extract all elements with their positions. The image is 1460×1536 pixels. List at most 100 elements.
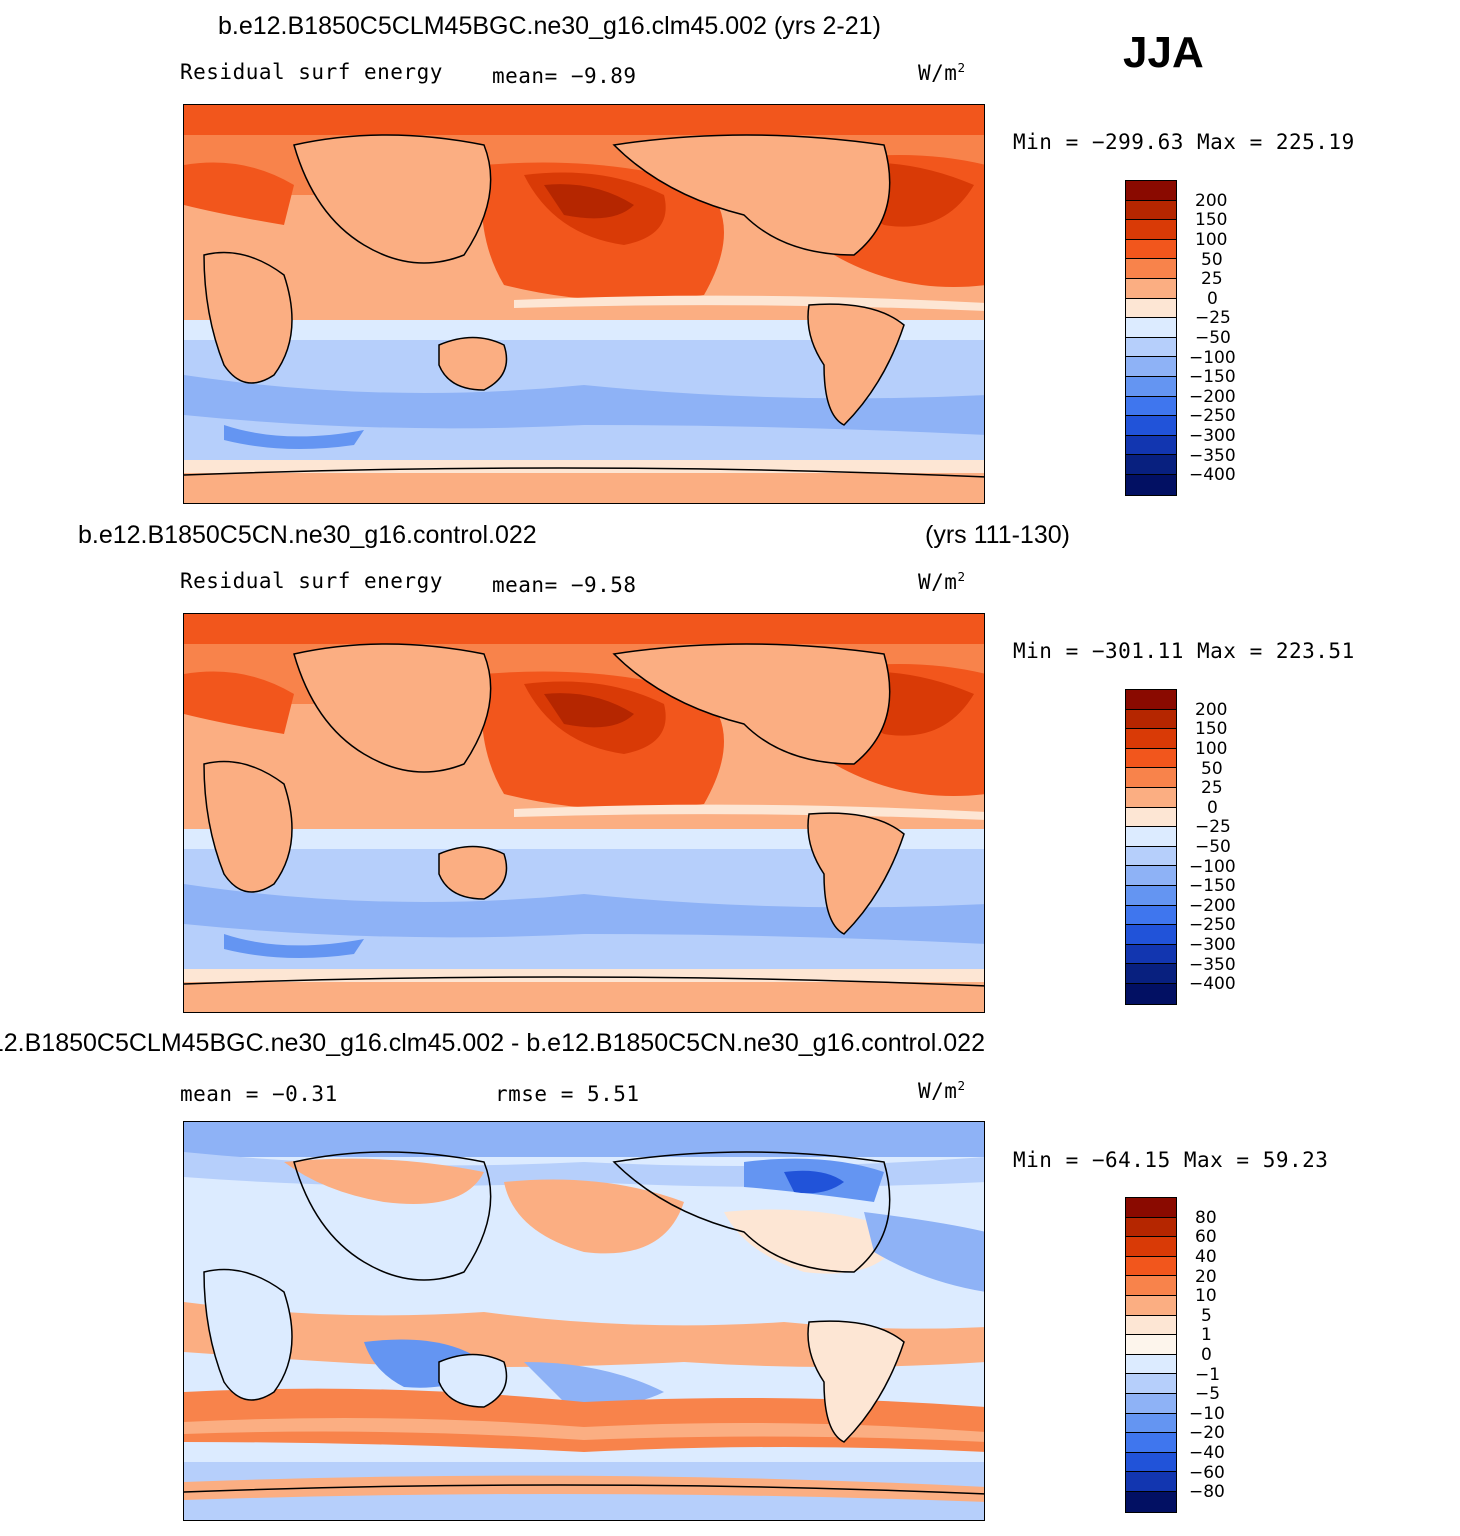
panel3-swatch-4: [1126, 1276, 1176, 1296]
panel2-tick-7: −50: [1195, 837, 1231, 857]
panel1-tick-12: −300: [1189, 426, 1236, 446]
panel3-minmax: Min = −64.15 Max = 59.23: [1013, 1148, 1329, 1172]
panel2-tick-8: −100: [1189, 857, 1236, 877]
panel1-mean: mean= −9.89: [492, 64, 637, 88]
panel3-tick-11: −20: [1189, 1423, 1225, 1443]
panel2-tick-0: 200: [1195, 700, 1228, 720]
panel1-tick-9: −150: [1189, 367, 1236, 387]
panel1-tick-13: −350: [1189, 446, 1236, 466]
panel2-swatch-13: [1126, 944, 1176, 965]
panel3-swatch-14: [1126, 1472, 1176, 1492]
panel3-swatch-5: [1126, 1295, 1176, 1316]
panel3-mean: mean = −0.31: [180, 1082, 338, 1106]
panel1-colorbar: [1125, 180, 1177, 496]
panel1-tick-8: −100: [1189, 348, 1236, 368]
panel2-swatch-6: [1126, 807, 1176, 828]
panel3-tick-6: 1: [1201, 1325, 1212, 1345]
panel1-swatch-15: [1126, 474, 1176, 495]
panel2-tick-9: −150: [1189, 876, 1236, 896]
panel1-swatch-7: [1126, 318, 1176, 338]
panel3-tick-0: 80: [1195, 1208, 1217, 1228]
panel1-swatch-9: [1126, 357, 1176, 377]
panel2-title: b.e12.B1850C5CN.ne30_g16.control.022: [78, 521, 537, 549]
panel3-tick-8: −1: [1195, 1365, 1221, 1385]
panel3-rmse: rmse = 5.51: [495, 1082, 640, 1106]
panel1-tick-11: −250: [1189, 406, 1236, 426]
panel3-tick-4: 10: [1195, 1286, 1217, 1306]
panel1-swatch-6: [1126, 298, 1176, 319]
panel3-swatch-12: [1126, 1433, 1176, 1453]
panel3-tick-14: −80: [1189, 1482, 1225, 1502]
panel2-swatch-12: [1126, 925, 1176, 945]
panel3-tick-2: 40: [1195, 1247, 1217, 1267]
panel1-swatch-11: [1126, 396, 1176, 417]
panel2-swatch-9: [1126, 866, 1176, 886]
panel3-tick-3: 20: [1195, 1267, 1217, 1287]
panel3-units: W/m2: [918, 1078, 966, 1103]
panel1-swatch-12: [1126, 416, 1176, 436]
panel3-map-graphic: [184, 1122, 984, 1520]
panel2-tick-10: −200: [1189, 896, 1236, 916]
panel1-swatch-4: [1126, 259, 1176, 279]
panel2-swatch-0: [1126, 690, 1176, 710]
panel3-swatch-7: [1126, 1335, 1176, 1355]
panel2-tick-13: −350: [1189, 955, 1236, 975]
panel3-tick-1: 60: [1195, 1227, 1217, 1247]
panel1-variable: Residual surf energy: [180, 60, 443, 84]
panel1-tick-2: 100: [1195, 230, 1228, 250]
panel3-map: [183, 1121, 985, 1521]
panel3-swatch-13: [1126, 1452, 1176, 1473]
panel2-tick-2: 100: [1195, 739, 1228, 759]
panel1-map: [183, 104, 985, 504]
panel1-swatch-14: [1126, 455, 1176, 475]
panel1-tick-14: −400: [1189, 465, 1236, 485]
panel1-swatch-3: [1126, 239, 1176, 260]
panel2-tick-4: 25: [1201, 778, 1223, 798]
panel1-units: W/m2: [918, 60, 966, 85]
panel3-colorbar: [1125, 1197, 1177, 1513]
panel3-swatch-0: [1126, 1198, 1176, 1218]
panel1-swatch-8: [1126, 337, 1176, 358]
panel2-swatch-7: [1126, 827, 1176, 847]
panel2-tick-6: −25: [1195, 817, 1231, 837]
panel2-swatch-8: [1126, 846, 1176, 867]
panel2-units: W/m2: [918, 569, 966, 594]
panel1-swatch-13: [1126, 435, 1176, 456]
panel2-tick-5: 0: [1207, 798, 1218, 818]
panel1-tick-10: −200: [1189, 387, 1236, 407]
panel3-tick-7: 0: [1201, 1345, 1212, 1365]
panel2-swatch-2: [1126, 729, 1176, 749]
panel2-years: (yrs 111-130): [925, 521, 1070, 549]
panel2-tick-11: −250: [1189, 915, 1236, 935]
panel3-swatch-10: [1126, 1393, 1176, 1414]
panel2-swatch-1: [1126, 709, 1176, 730]
panel3-swatch-8: [1126, 1354, 1176, 1375]
panel3-tick-12: −40: [1189, 1443, 1225, 1463]
panel3-swatch-6: [1126, 1315, 1176, 1336]
panel2-tick-1: 150: [1195, 719, 1228, 739]
panel1-swatch-0: [1126, 181, 1176, 201]
panel3-swatch-15: [1126, 1491, 1176, 1512]
panel1-map-graphic: [184, 105, 984, 503]
panel1-swatch-10: [1126, 376, 1176, 397]
panel3-swatch-2: [1126, 1237, 1176, 1257]
panel3-tick-5: 5: [1201, 1306, 1212, 1326]
panel1-title: b.e12.B1850C5CLM45BGC.ne30_g16.clm45.002…: [218, 12, 881, 40]
panel1-swatch-5: [1126, 278, 1176, 299]
panel2-tick-14: −400: [1189, 974, 1236, 994]
panel3-title: b.e12.B1850C5CLM45BGC.ne30_g16.clm45.002…: [0, 1029, 985, 1057]
panel2-swatch-11: [1126, 905, 1176, 926]
panel1-swatch-2: [1126, 220, 1176, 240]
panel2-variable: Residual surf energy: [180, 569, 443, 593]
panel1-tick-1: 150: [1195, 210, 1228, 230]
panel3-swatch-11: [1126, 1413, 1176, 1434]
panel2-map: [183, 613, 985, 1013]
panel2-colorbar: [1125, 689, 1177, 1005]
panel2-minmax: Min = −301.11 Max = 223.51: [1013, 639, 1355, 663]
panel1-minmax: Min = −299.63 Max = 225.19: [1013, 130, 1355, 154]
panel3-title-clip: b.e12.B1850C5CLM45BGC.ne30_g16.clm45.002…: [0, 1028, 985, 1062]
panel1-tick-6: −25: [1195, 308, 1231, 328]
panel1-tick-5: 0: [1207, 289, 1218, 309]
panel2-mean: mean= −9.58: [492, 573, 637, 597]
panel1-tick-3: 50: [1201, 250, 1223, 270]
